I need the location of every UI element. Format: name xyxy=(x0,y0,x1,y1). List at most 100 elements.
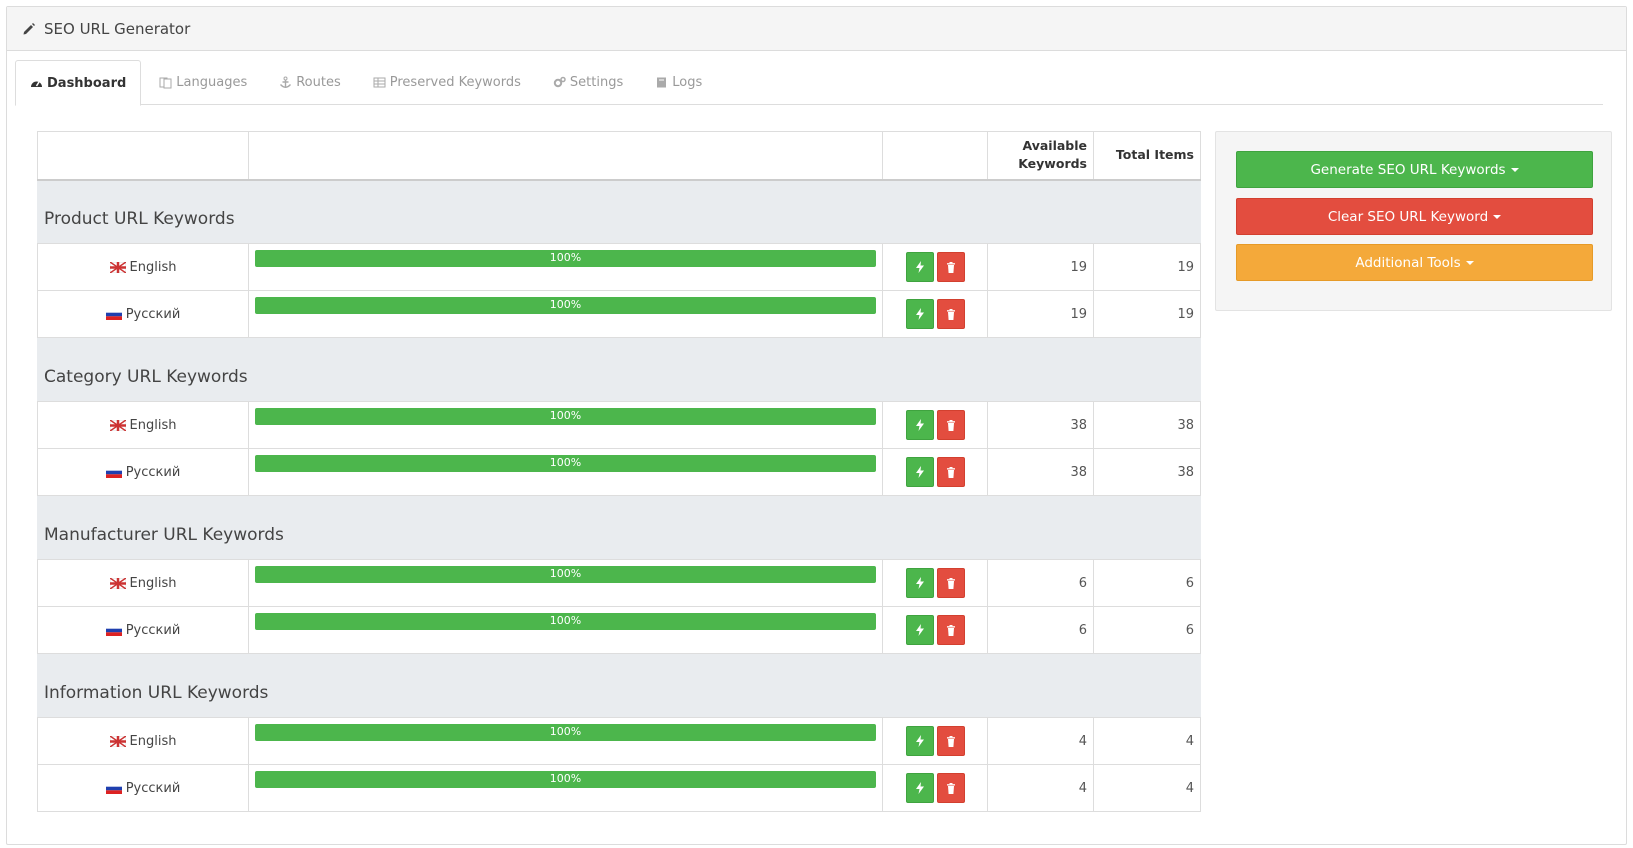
available-keywords-cell: 4 xyxy=(987,717,1094,765)
tab-label: Logs xyxy=(672,74,703,90)
trash-icon xyxy=(946,735,956,747)
actions-cell xyxy=(882,448,988,496)
caret-down-icon xyxy=(1465,260,1474,265)
progress-cell: 100% xyxy=(248,717,883,765)
generate-label: Generate SEO URL Keywords xyxy=(1310,161,1506,178)
language-label: Русский xyxy=(125,780,181,796)
tab-bar: Dashboard Languages Routes Preserved Key… xyxy=(15,60,1603,106)
progress-cell: 100% xyxy=(248,243,883,291)
actions-cell xyxy=(882,717,988,765)
progress-bar: 100% xyxy=(255,297,876,314)
clear-label: Clear SEO URL Keyword xyxy=(1327,208,1489,225)
generate-button[interactable] xyxy=(905,410,934,440)
table-row: English 100% 19 19 xyxy=(37,243,1201,291)
progress-cell: 100% xyxy=(248,606,883,654)
delete-button[interactable] xyxy=(936,568,965,598)
delete-button[interactable] xyxy=(936,252,965,282)
group-title: Manufacturer URL Keywords xyxy=(37,495,1201,560)
tab-preserved-keywords[interactable]: Preserved Keywords xyxy=(359,60,535,104)
header-total: Total Items xyxy=(1093,131,1201,180)
header-available: Available Keywords xyxy=(987,131,1094,180)
panel-heading: SEO URL Generator xyxy=(7,7,1626,51)
group-title: Product URL Keywords xyxy=(37,179,1201,244)
trash-icon xyxy=(946,577,956,589)
additional-tools-button[interactable]: Additional Tools xyxy=(1236,244,1593,281)
progress-bar: 100% xyxy=(255,408,876,425)
clear-seo-keyword-button[interactable]: Clear SEO URL Keyword xyxy=(1236,198,1593,235)
available-keywords-cell: 38 xyxy=(987,401,1094,449)
tab-languages[interactable]: Languages xyxy=(145,60,261,104)
ru-flag-icon xyxy=(105,782,122,794)
available-keywords-cell: 38 xyxy=(987,448,1094,496)
table-header: Available Keywords Total Items xyxy=(37,131,1201,180)
group-header-row: Category URL Keywords xyxy=(37,337,1201,402)
generate-button[interactable] xyxy=(905,568,934,598)
delete-button[interactable] xyxy=(936,457,965,487)
language-cell: Русский xyxy=(37,764,249,812)
bolt-icon xyxy=(915,466,925,478)
delete-button[interactable] xyxy=(936,410,965,440)
table-row: Русский 100% 19 19 xyxy=(37,290,1201,338)
generate-button[interactable] xyxy=(905,773,934,803)
table-row: English 100% 4 4 xyxy=(37,717,1201,765)
header-language xyxy=(37,131,249,180)
progress-bar: 100% xyxy=(255,455,876,472)
language-cell: Русский xyxy=(37,290,249,338)
language-icon xyxy=(159,76,172,89)
delete-button[interactable] xyxy=(936,615,965,645)
language-cell: Русский xyxy=(37,448,249,496)
bolt-icon xyxy=(915,577,925,589)
actions-cell xyxy=(882,764,988,812)
uk-flag-icon xyxy=(109,576,126,590)
group-header-row: Product URL Keywords xyxy=(37,179,1201,244)
delete-button[interactable] xyxy=(936,726,965,756)
available-keywords-cell: 4 xyxy=(987,764,1094,812)
tab-label: Preserved Keywords xyxy=(389,74,521,90)
actions-cell xyxy=(882,606,988,654)
language-label: Русский xyxy=(125,622,181,638)
tab-logs[interactable]: Logs xyxy=(641,60,716,104)
progress-bar: 100% xyxy=(255,724,876,741)
progress-bar: 100% xyxy=(255,566,876,583)
ru-flag-icon xyxy=(105,308,122,320)
progress-cell: 100% xyxy=(248,290,883,338)
generate-button[interactable] xyxy=(905,252,934,282)
tab-label: Settings xyxy=(569,74,624,90)
uk-flag-icon xyxy=(109,734,126,748)
total-items-cell: 38 xyxy=(1093,401,1201,449)
header-progress xyxy=(248,131,883,180)
ru-flag-icon xyxy=(105,624,122,636)
tab-dashboard[interactable]: Dashboard xyxy=(15,60,142,106)
available-keywords-cell: 6 xyxy=(987,559,1094,607)
table-row: English 100% 38 38 xyxy=(37,401,1201,449)
delete-button[interactable] xyxy=(936,299,965,329)
delete-button[interactable] xyxy=(936,773,965,803)
progress-cell: 100% xyxy=(248,448,883,496)
progress-bar: 100% xyxy=(255,613,876,630)
generate-seo-keywords-button[interactable]: Generate SEO URL Keywords xyxy=(1236,151,1593,188)
total-items-cell: 4 xyxy=(1093,717,1201,765)
progress-bar: 100% xyxy=(255,250,876,267)
generate-button[interactable] xyxy=(905,457,934,487)
language-label: Русский xyxy=(125,464,181,480)
gears-icon xyxy=(553,76,566,89)
book-icon xyxy=(655,76,668,89)
generate-button[interactable] xyxy=(905,726,934,756)
trash-icon xyxy=(946,624,956,636)
generate-button[interactable] xyxy=(905,299,934,329)
total-items-cell: 38 xyxy=(1093,448,1201,496)
table-row: Русский 100% 38 38 xyxy=(37,448,1201,496)
group-title: Category URL Keywords xyxy=(37,337,1201,402)
table-row: English 100% 6 6 xyxy=(37,559,1201,607)
total-items-cell: 6 xyxy=(1093,559,1201,607)
trash-icon xyxy=(946,308,956,320)
tab-routes[interactable]: Routes xyxy=(265,60,355,104)
language-cell: English xyxy=(37,559,249,607)
tab-settings[interactable]: Settings xyxy=(539,60,637,104)
actions-cell xyxy=(882,401,988,449)
bolt-icon xyxy=(915,261,925,273)
generate-button[interactable] xyxy=(905,615,934,645)
table-row: Русский 100% 4 4 xyxy=(37,764,1201,812)
total-items-cell: 6 xyxy=(1093,606,1201,654)
trash-icon xyxy=(946,466,956,478)
